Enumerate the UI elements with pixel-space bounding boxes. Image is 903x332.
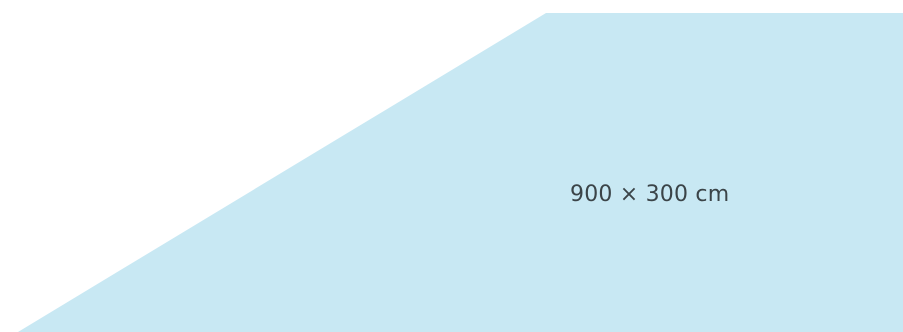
dimension-label: 900 × 300 cm (570, 182, 730, 207)
trapezoid-shape (18, 13, 903, 332)
